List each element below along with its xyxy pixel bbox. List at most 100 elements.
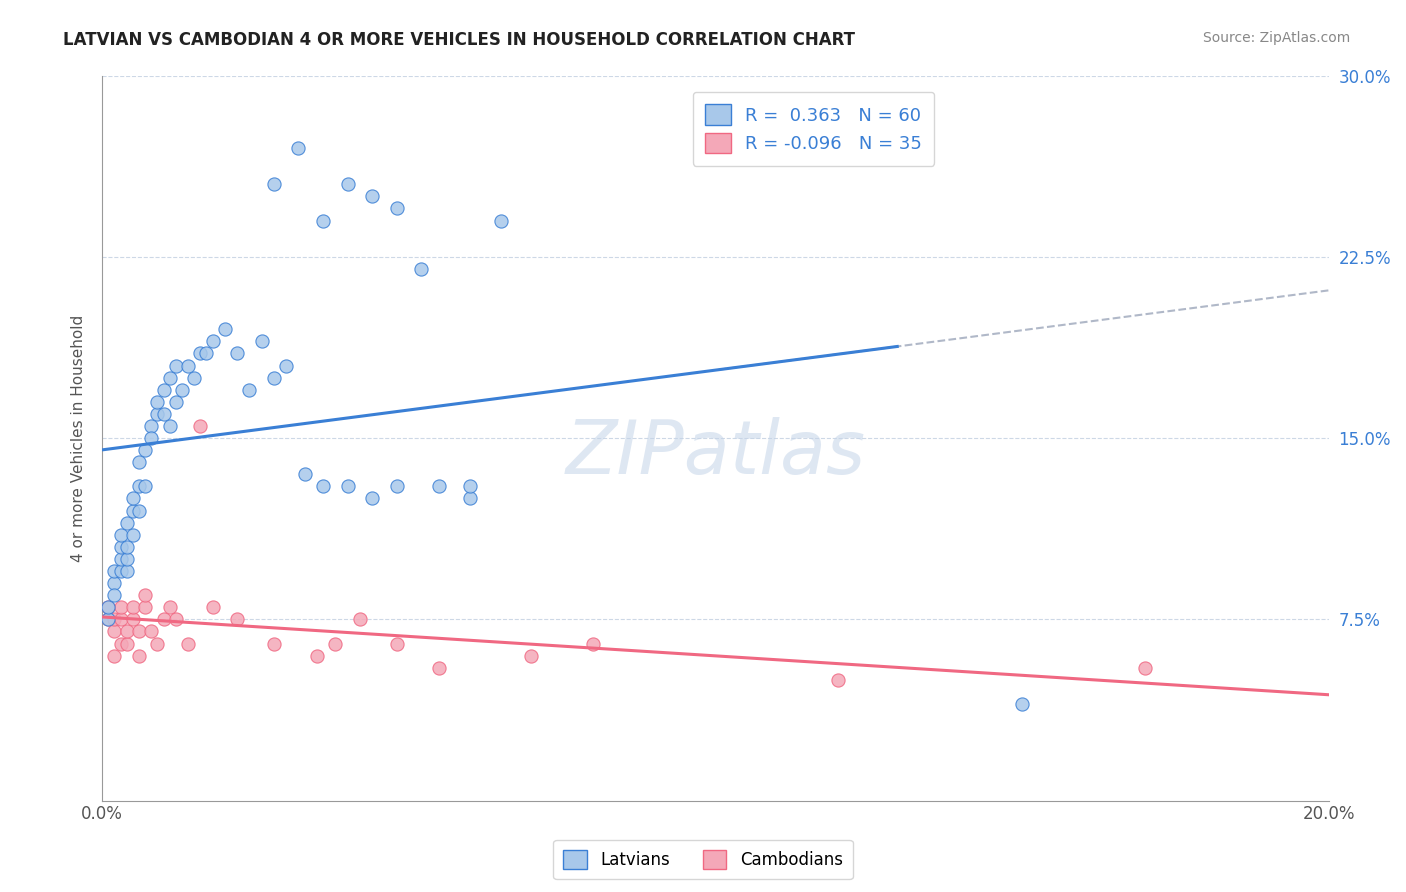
Point: [152, 407, 174, 421]
Point: [110, 600, 132, 615]
Point: [214, 322, 236, 336]
Point: [385, 202, 408, 216]
Point: [146, 407, 169, 421]
Point: [110, 552, 132, 566]
Point: [128, 455, 150, 469]
Point: [103, 648, 125, 663]
Point: [159, 370, 181, 384]
Point: [141, 431, 163, 445]
Text: LATVIAN VS CAMBODIAN 4 OR MORE VEHICLES IN HOUSEHOLD CORRELATION CHART: LATVIAN VS CAMBODIAN 4 OR MORE VEHICLES …: [63, 31, 855, 49]
Point: [1133, 661, 1156, 675]
Point: [128, 503, 150, 517]
Point: [489, 213, 512, 227]
Point: [146, 394, 169, 409]
Point: [361, 491, 384, 506]
Point: [115, 516, 138, 530]
Point: [134, 600, 156, 615]
Point: [361, 189, 384, 203]
Point: [110, 540, 132, 554]
Point: [409, 261, 432, 276]
Point: [177, 636, 200, 650]
Point: [146, 636, 169, 650]
Point: [115, 552, 138, 566]
Point: [103, 576, 125, 591]
Point: [115, 624, 138, 639]
Point: [110, 612, 132, 626]
Point: [188, 346, 211, 360]
Point: [128, 624, 150, 639]
Point: [97, 600, 120, 615]
Point: [110, 527, 132, 541]
Point: [165, 394, 187, 409]
Point: [141, 419, 163, 434]
Point: [385, 479, 408, 493]
Point: [263, 370, 285, 384]
Point: [1011, 697, 1033, 711]
Point: [201, 334, 224, 349]
Point: [238, 383, 260, 397]
Point: [263, 178, 285, 192]
Point: [97, 612, 120, 626]
Text: ZIPatlas: ZIPatlas: [565, 417, 866, 489]
Point: [103, 612, 125, 626]
Point: [152, 383, 174, 397]
Point: [188, 419, 211, 434]
Point: [134, 443, 156, 458]
Point: [201, 600, 224, 615]
Point: [103, 564, 125, 578]
Point: [170, 383, 193, 397]
Point: [323, 636, 346, 650]
Point: [122, 612, 145, 626]
Point: [827, 673, 849, 687]
Point: [226, 612, 249, 626]
Point: [115, 564, 138, 578]
Point: [458, 479, 481, 493]
Point: [103, 588, 125, 602]
Point: [97, 600, 120, 615]
Point: [128, 648, 150, 663]
Point: [349, 612, 371, 626]
Point: [122, 527, 145, 541]
Point: [336, 178, 359, 192]
Point: [134, 588, 156, 602]
Point: [115, 636, 138, 650]
Point: [312, 479, 335, 493]
Point: [177, 359, 200, 373]
Point: [115, 540, 138, 554]
Y-axis label: 4 or more Vehicles in Household: 4 or more Vehicles in Household: [72, 315, 86, 562]
Point: [128, 479, 150, 493]
Point: [263, 636, 285, 650]
Point: [159, 419, 181, 434]
Point: [110, 636, 132, 650]
Point: [183, 370, 205, 384]
Point: [287, 141, 309, 155]
Point: [294, 467, 316, 482]
Legend: Latvians, Cambodians: Latvians, Cambodians: [554, 840, 852, 880]
Point: [429, 479, 451, 493]
Point: [110, 564, 132, 578]
Point: [122, 491, 145, 506]
Point: [458, 491, 481, 506]
Point: [141, 624, 163, 639]
Point: [195, 346, 218, 360]
Text: Source: ZipAtlas.com: Source: ZipAtlas.com: [1202, 31, 1350, 45]
Legend: R =  0.363   N = 60, R = -0.096   N = 35: R = 0.363 N = 60, R = -0.096 N = 35: [693, 92, 935, 166]
Point: [276, 359, 298, 373]
Point: [122, 600, 145, 615]
Point: [134, 479, 156, 493]
Point: [305, 648, 328, 663]
Point: [582, 636, 605, 650]
Point: [122, 503, 145, 517]
Point: [385, 636, 408, 650]
Point: [250, 334, 273, 349]
Point: [429, 661, 451, 675]
Point: [336, 479, 359, 493]
Point: [103, 624, 125, 639]
Point: [520, 648, 543, 663]
Point: [159, 600, 181, 615]
Point: [165, 359, 187, 373]
Point: [226, 346, 249, 360]
Point: [312, 213, 335, 227]
Point: [165, 612, 187, 626]
Point: [152, 612, 174, 626]
